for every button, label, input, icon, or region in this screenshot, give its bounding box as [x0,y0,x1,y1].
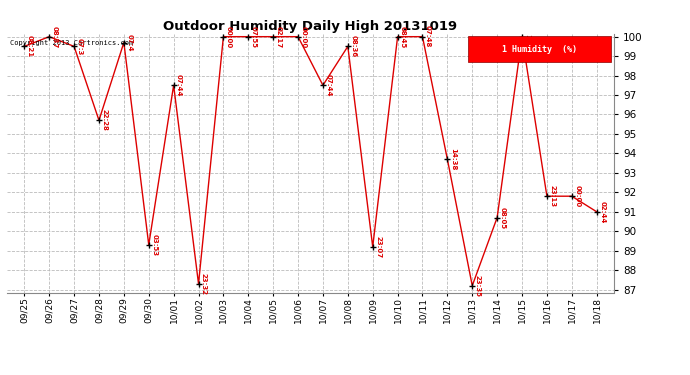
Text: 07:3: 07:3 [77,38,83,55]
FancyBboxPatch shape [469,36,611,62]
Text: 03:53: 03:53 [151,234,157,256]
Text: 14:38: 14:38 [450,148,456,170]
Text: 23:32: 23:32 [201,273,207,295]
Text: 08:36: 08:36 [351,35,356,57]
Text: Copyright 2013 Cartronics.com: Copyright 2013 Cartronics.com [10,40,133,46]
Text: 08:45: 08:45 [400,26,406,48]
Text: 07:4: 07:4 [126,34,132,51]
Text: 00:00: 00:00 [574,185,580,207]
Text: 1: 1 [524,34,531,39]
Text: 08:05: 08:05 [500,207,506,229]
Text: 23:35: 23:35 [475,275,481,297]
Title: Outdoor Humidity Daily High 20131019: Outdoor Humidity Daily High 20131019 [164,20,457,33]
Text: 08:37: 08:37 [52,26,58,48]
Text: 07:48: 07:48 [425,26,431,48]
Text: 08:21: 08:21 [27,35,33,57]
Text: 22:28: 22:28 [101,110,108,131]
Text: 02:44: 02:44 [599,201,605,223]
Text: 00:00: 00:00 [301,26,306,48]
Text: 1 Humidity  (%): 1 Humidity (%) [502,45,578,54]
Text: 23:07: 23:07 [375,236,381,258]
Text: 07:55: 07:55 [250,26,257,48]
Text: 07:44: 07:44 [326,74,331,96]
Text: 23:13: 23:13 [549,185,555,207]
Text: 00:00: 00:00 [226,26,232,48]
Text: 07:44: 07:44 [176,74,182,96]
Text: 02:17: 02:17 [275,26,282,48]
